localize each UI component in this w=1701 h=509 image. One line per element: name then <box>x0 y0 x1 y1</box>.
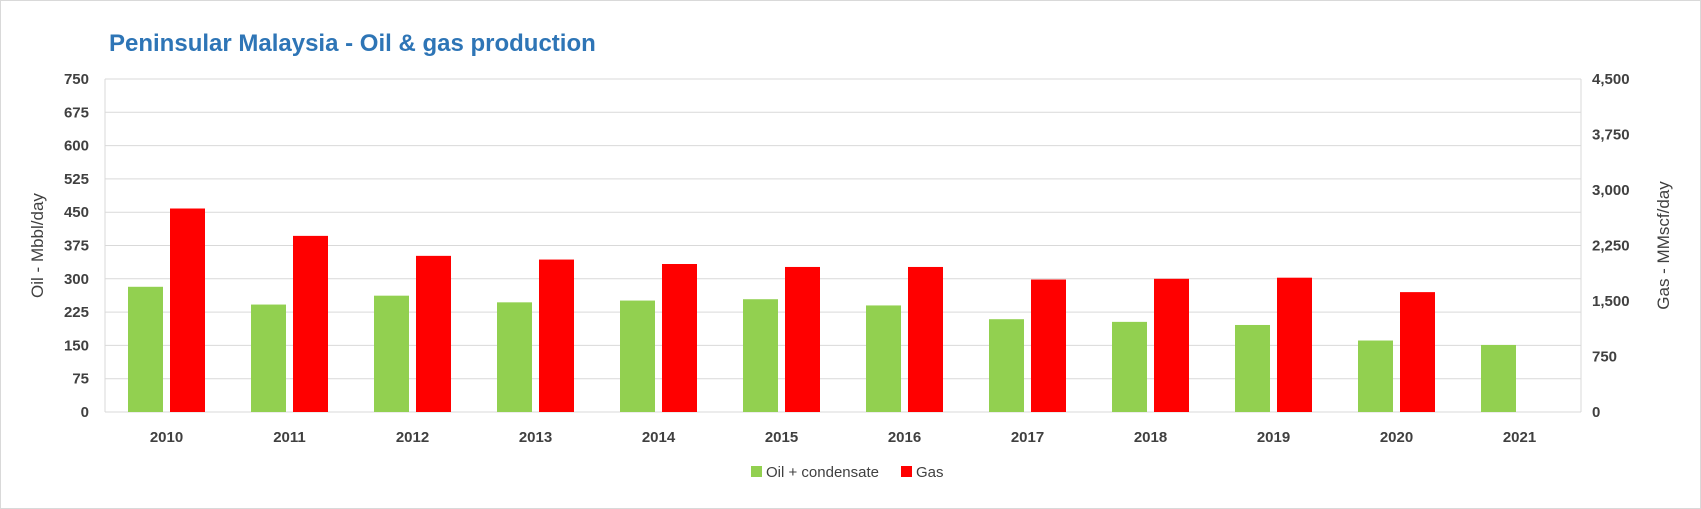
x-tick-label: 2014 <box>642 429 676 446</box>
x-tick-label: 2011 <box>273 429 306 446</box>
right-tick-label: 3,750 <box>1592 127 1630 144</box>
right-axis-label: Gas - MMscf/day <box>1654 181 1673 310</box>
x-axis-ticks: 2010 2011 2012 2013 2014 2015 2016 2017 2018 2019… <box>150 429 1536 446</box>
oil-bar <box>374 295 409 412</box>
legend-swatch <box>751 466 762 477</box>
legend: Oil + condensate Gas <box>751 464 944 481</box>
oil-bar <box>620 300 655 412</box>
gas-bar <box>170 208 205 412</box>
gas-bar <box>908 266 943 412</box>
gas-bar <box>416 255 451 412</box>
gas-bar <box>1400 292 1435 412</box>
x-tick-label: 2015 <box>765 429 798 446</box>
x-tick-label: 2021 <box>1503 429 1536 446</box>
gas-bar <box>1277 277 1312 412</box>
right-tick-label: 1,500 <box>1592 293 1630 310</box>
legend-label: Gas <box>916 464 944 481</box>
left-tick-label: 150 <box>64 337 89 354</box>
right-tick-label: 0 <box>1592 404 1600 421</box>
oil-bar <box>251 304 286 412</box>
oil-bar <box>1235 324 1270 412</box>
left-tick-label: 525 <box>64 171 89 188</box>
gas-bar <box>1154 278 1189 412</box>
left-tick-label: 750 <box>64 71 89 88</box>
bars <box>128 208 1516 412</box>
right-tick-label: 4,500 <box>1592 71 1630 88</box>
left-tick-label: 600 <box>64 138 89 155</box>
gridlines <box>104 78 1582 413</box>
gas-bar <box>539 259 574 412</box>
left-tick-label: 225 <box>64 304 89 321</box>
oil-bar <box>1358 340 1393 412</box>
legend-swatch <box>901 466 912 477</box>
right-axis-ticks: 0 750 1,500 2,250 3,000 3,750 4,500 <box>1592 71 1630 421</box>
gas-bar <box>662 264 697 412</box>
oil-bar <box>1481 344 1516 412</box>
left-axis-ticks: 0 75 150 225 300 375 450 525 600 675 750 <box>64 71 89 421</box>
x-tick-label: 2010 <box>150 429 183 446</box>
left-tick-label: 300 <box>64 271 89 288</box>
x-tick-label: 2012 <box>396 429 429 446</box>
x-tick-label: 2019 <box>1257 429 1290 446</box>
left-tick-label: 375 <box>64 238 89 255</box>
left-tick-label: 0 <box>81 404 89 421</box>
gas-bar <box>1031 279 1066 412</box>
left-axis-label: Oil - Mbbl/day <box>28 193 47 298</box>
left-tick-label: 675 <box>64 104 89 121</box>
gas-bar <box>293 235 328 412</box>
right-tick-label: 750 <box>1592 349 1617 366</box>
left-tick-label: 75 <box>72 371 89 388</box>
x-tick-label: 2018 <box>1134 429 1167 446</box>
oil-bar <box>497 302 532 412</box>
legend-label: Oil + condensate <box>766 464 879 481</box>
chart-title: Peninsular Malaysia - Oil & gas producti… <box>109 30 596 57</box>
right-tick-label: 2,250 <box>1592 238 1630 255</box>
left-tick-label: 450 <box>64 204 89 221</box>
x-tick-label: 2013 <box>519 429 552 446</box>
oil-bar <box>989 319 1024 412</box>
gas-bar <box>785 266 820 412</box>
oil-bar <box>743 299 778 412</box>
oil-bar <box>128 286 163 412</box>
x-tick-label: 2016 <box>888 429 921 446</box>
oil-bar <box>1112 321 1147 412</box>
right-tick-label: 3,000 <box>1592 182 1630 199</box>
oil-bar <box>866 305 901 412</box>
x-tick-label: 2017 <box>1011 429 1044 446</box>
x-tick-label: 2020 <box>1380 429 1413 446</box>
